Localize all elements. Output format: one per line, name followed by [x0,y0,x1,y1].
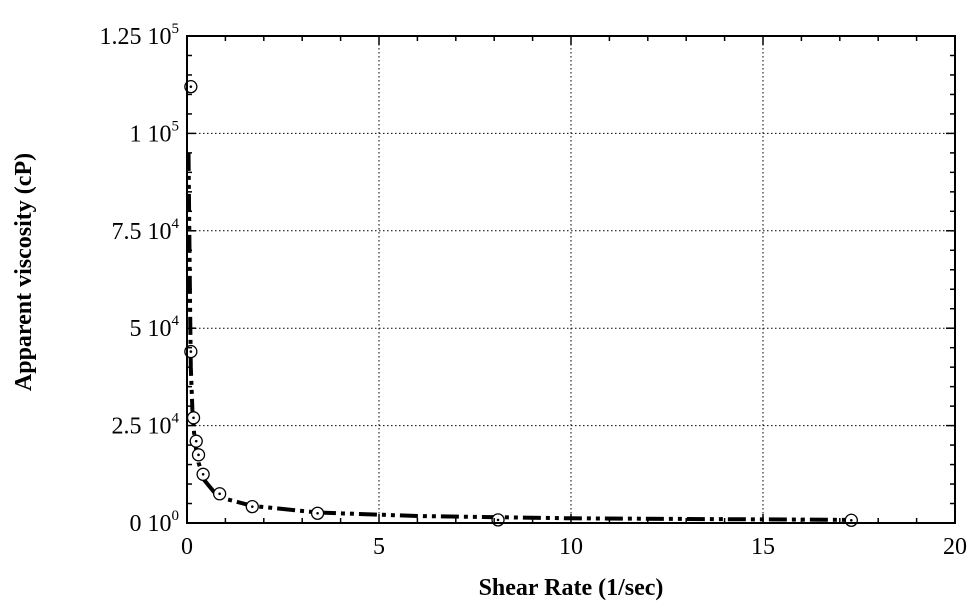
data-point-center [194,439,198,443]
x-tick-label: 20 [943,534,967,560]
data-point-center [197,453,200,457]
data-markers [184,79,858,527]
data-point-center [192,416,195,420]
grid-lines [187,36,955,523]
y-tick-label: 0 100 [130,508,180,537]
data-point-center [201,473,205,476]
data-point-center [316,511,319,515]
data-point-center [250,505,254,508]
x-tick-label: 10 [559,534,583,560]
data-point-center [189,85,193,88]
y-tick-label: 1.25 105 [100,21,180,50]
fit-curve [186,152,852,522]
x-tick-label: 5 [373,534,385,560]
data-point-center [496,518,500,522]
fit-curve-group [186,152,852,522]
x-tick-label: 15 [751,534,775,560]
data-point-center [850,518,853,522]
data-point-center [218,492,221,496]
y-tick-label: 1 105 [130,118,180,147]
y-tick-label: 5 104 [130,313,180,342]
tick-labels: 0 5 10 15 20 0 100 2.5 104 5 104 7.5 104 1 105 1.2… [100,21,968,560]
y-tick-label: 2.5 104 [112,411,180,440]
data-point-center [189,350,193,353]
x-tick-label: 0 [181,534,193,560]
x-axis-title: Shear Rate (1/sec) [479,575,664,601]
axes [186,35,956,524]
y-axis-title: Apparent viscosity (cP) [11,153,37,391]
y-tick-label: 7.5 104 [112,216,180,245]
